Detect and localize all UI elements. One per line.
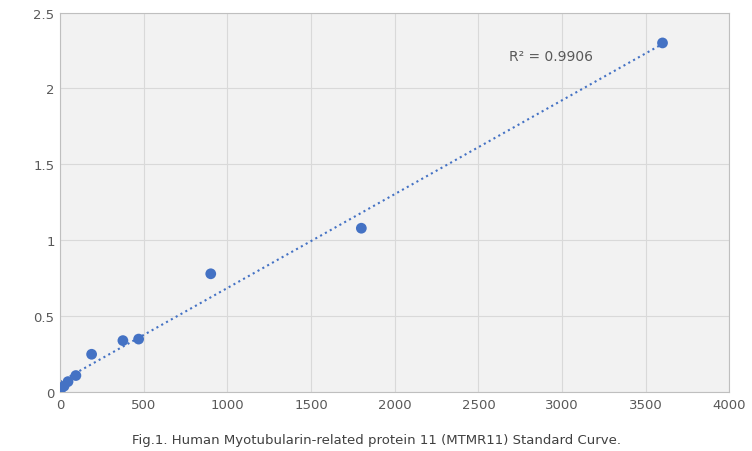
Point — [86, 351, 98, 358]
Text: Fig.1. Human Myotubularin-related protein 11 (MTMR11) Standard Curve.: Fig.1. Human Myotubularin-related protei… — [132, 433, 620, 446]
Point — [656, 40, 669, 47]
Point — [58, 383, 70, 390]
Point — [117, 337, 129, 345]
Point — [70, 372, 82, 379]
Point — [54, 389, 66, 396]
Point — [205, 271, 217, 278]
Point — [62, 378, 74, 385]
Text: R² = 0.9906: R² = 0.9906 — [508, 50, 593, 64]
Point — [355, 225, 367, 232]
Point — [132, 336, 144, 343]
